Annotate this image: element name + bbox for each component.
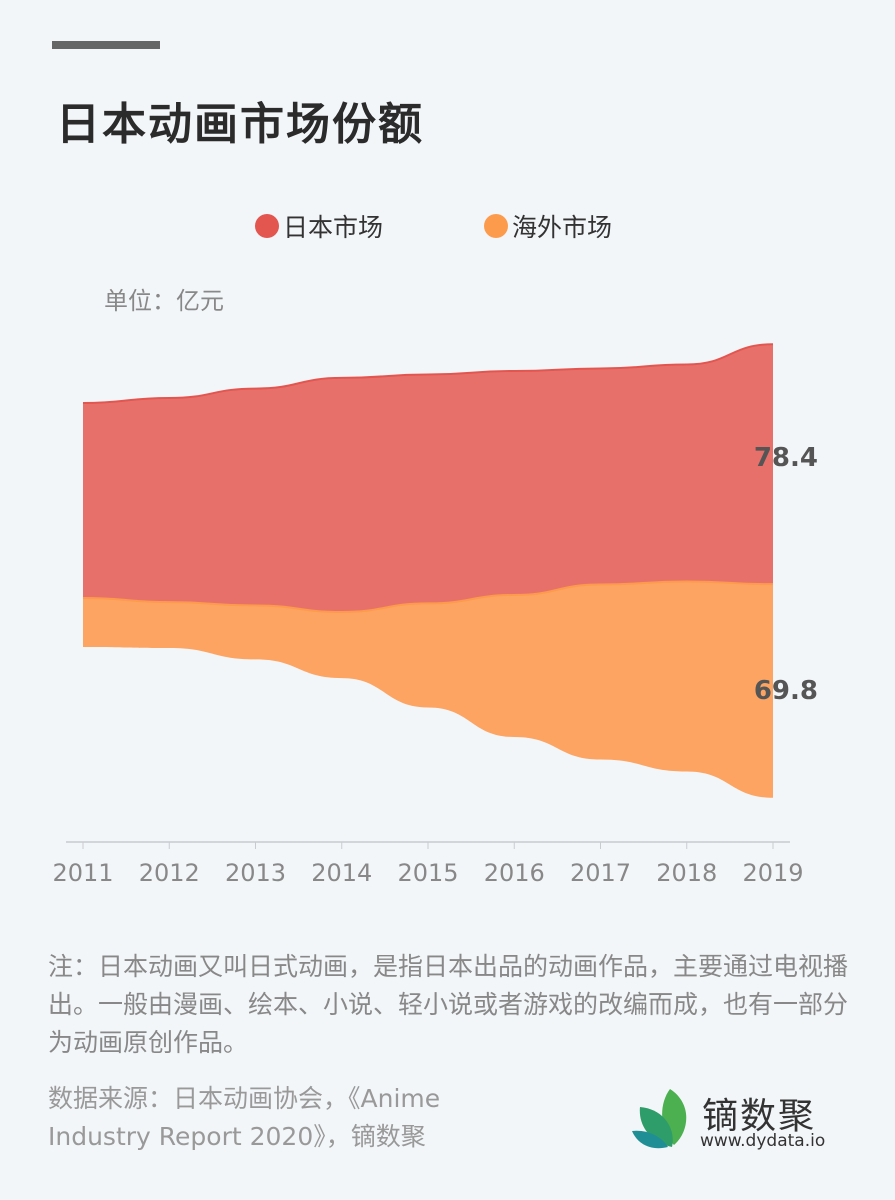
area-edge-overseas (82, 580, 774, 613)
x-tick-label: 2012 (139, 859, 200, 887)
legend: 日本市场 海外市场 (0, 208, 895, 244)
x-tick-label: 2015 (397, 859, 458, 887)
unit-label: 单位：亿元 (104, 287, 224, 315)
legend-dot-icon (255, 214, 279, 238)
legend-item-japan[interactable]: 日本市场 (255, 208, 383, 244)
data-label-overseas: 69.8 (754, 676, 818, 706)
x-tick-label: 2017 (570, 859, 631, 887)
brand-logo: 镝数聚 www.dydata.io (630, 1085, 830, 1155)
x-tick-label: 2013 (225, 859, 286, 887)
logo-url: www.dydata.io (700, 1131, 826, 1151)
leaf-logo-icon (632, 1089, 687, 1149)
streamgraph-chart: 2011 2012 2013 2014 2015 2016 2017 2018 2019 78.… (52, 343, 818, 887)
area-overseas (83, 581, 773, 798)
footnote: 注：日本动画又叫日式动画，是指日本出品的动画作品，主要通过电视播出。一般由漫画、… (48, 952, 849, 1057)
page-title: 日本动画市场份额 (56, 99, 424, 150)
data-source: 数据来源：日本动画协会，《Anime Industry Report 2020》… (48, 1084, 441, 1151)
x-tick-label: 2016 (484, 859, 545, 887)
data-label-japan: 78.4 (754, 443, 818, 473)
x-tick-label: 2014 (311, 859, 372, 887)
x-tick-label: 2011 (52, 859, 113, 887)
x-tick-label: 2019 (742, 859, 803, 887)
x-tick-label: 2018 (656, 859, 717, 887)
legend-item-overseas[interactable]: 海外市场 (484, 208, 612, 244)
area-japan (83, 344, 773, 612)
title-accent-bar (52, 41, 160, 49)
legend-dot-icon (484, 214, 508, 238)
area-edge-japan (82, 343, 774, 405)
legend-label: 日本市场 (283, 213, 384, 242)
logo-name: 镝数聚 (702, 1096, 817, 1137)
legend-label: 海外市场 (512, 213, 613, 242)
